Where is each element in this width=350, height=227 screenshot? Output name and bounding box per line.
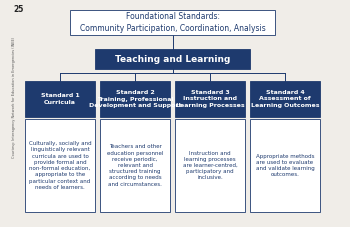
- Text: 25: 25: [14, 5, 24, 13]
- FancyBboxPatch shape: [100, 81, 170, 117]
- Text: Standard 4
Assessment of
Learning Outcomes: Standard 4 Assessment of Learning Outcom…: [251, 90, 319, 108]
- FancyBboxPatch shape: [25, 119, 95, 212]
- Text: Foundational Standards:
Community Participation, Coordination, Analysis: Foundational Standards: Community Partic…: [80, 12, 265, 32]
- Text: Courtesy: Interagency Network for Education in Emergencies (INEE): Courtesy: Interagency Network for Educat…: [12, 37, 16, 158]
- FancyBboxPatch shape: [250, 81, 320, 117]
- Text: Standard 3
Instruction and
Learning Processes: Standard 3 Instruction and Learning Proc…: [176, 90, 244, 108]
- Text: Teaching and Learning: Teaching and Learning: [115, 54, 230, 64]
- FancyBboxPatch shape: [250, 119, 320, 212]
- FancyBboxPatch shape: [70, 10, 275, 35]
- FancyBboxPatch shape: [175, 81, 245, 117]
- Text: Standard 2
Training, Professional
Development and Support: Standard 2 Training, Professional Develo…: [89, 90, 181, 108]
- Text: Culturally, socially and
linguistically relevant
curricula are used to
provide f: Culturally, socially and linguistically …: [29, 141, 91, 190]
- Text: Teachers and other
education personnel
receive periodic,
relevant and
structured: Teachers and other education personnel r…: [107, 144, 163, 187]
- Text: Standard 1
Curricula: Standard 1 Curricula: [41, 93, 79, 105]
- FancyBboxPatch shape: [100, 119, 170, 212]
- Text: Appropriate methods
are used to evaluate
and validate learning
outcomes.: Appropriate methods are used to evaluate…: [256, 154, 314, 177]
- Text: Instruction and
learning processes
are learner-centred,
participatory and
inclus: Instruction and learning processes are l…: [183, 151, 237, 180]
- FancyBboxPatch shape: [175, 119, 245, 212]
- FancyBboxPatch shape: [25, 81, 95, 117]
- FancyBboxPatch shape: [95, 49, 250, 69]
